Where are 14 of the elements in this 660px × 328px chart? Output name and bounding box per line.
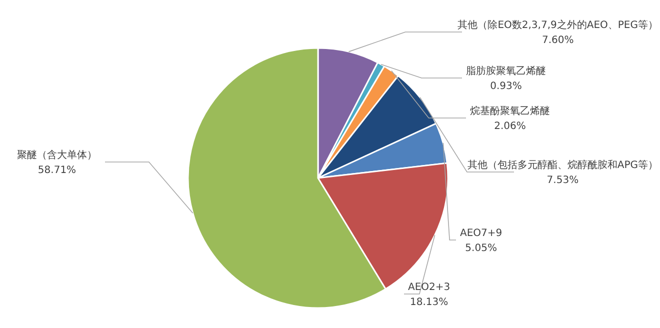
data-label: 18.13% — [410, 297, 448, 308]
data-label: 2.06% — [494, 121, 526, 132]
slice-label: AEO2+3 — [408, 282, 450, 293]
slice-label: 脂肪胺聚氧乙烯醚 — [466, 65, 546, 77]
slice-label: 烷基酚聚氧乙烯醚 — [470, 105, 550, 117]
data-label: 7.53% — [546, 175, 579, 186]
slice-label: 其他（除EO数2,3,7,9之外的AEO、PEG等） — [458, 19, 658, 31]
data-label: 5.05% — [465, 243, 497, 254]
slice-label: 其他（包括多元醇酯、烷醇酰胺和APG等） — [467, 159, 658, 171]
data-label: 0.93% — [490, 81, 522, 92]
slice-label: AEO7+9 — [460, 228, 502, 239]
slice-label: 聚醚（含大单体） — [17, 149, 97, 161]
data-label: 7.60% — [542, 35, 574, 46]
data-label: 58.71% — [38, 165, 76, 176]
